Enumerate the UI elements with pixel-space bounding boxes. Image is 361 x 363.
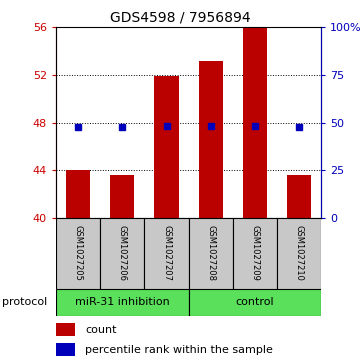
Bar	[56, 323, 74, 336]
Bar	[188, 289, 321, 316]
Bar	[233, 218, 277, 289]
Text: GSM1027210: GSM1027210	[295, 225, 304, 281]
Text: GSM1027206: GSM1027206	[118, 225, 127, 281]
Bar	[56, 343, 74, 356]
Bar	[66, 170, 90, 218]
Text: GSM1027205: GSM1027205	[74, 225, 83, 281]
Bar	[277, 218, 321, 289]
Text: GSM1027207: GSM1027207	[162, 225, 171, 281]
Text: percentile rank within the sample: percentile rank within the sample	[85, 345, 273, 355]
Bar	[100, 218, 144, 289]
Bar	[243, 28, 267, 218]
Text: count: count	[85, 325, 117, 335]
Bar	[188, 218, 233, 289]
Text: GDS4598 / 7956894: GDS4598 / 7956894	[110, 11, 251, 25]
Bar	[56, 218, 100, 289]
Text: GSM1027208: GSM1027208	[206, 225, 215, 281]
Text: miR-31 inhibition: miR-31 inhibition	[75, 297, 170, 307]
Text: protocol: protocol	[2, 297, 47, 307]
Text: control: control	[236, 297, 274, 307]
Text: GSM1027209: GSM1027209	[251, 225, 260, 281]
Bar	[56, 289, 188, 316]
Bar	[199, 61, 223, 218]
Bar	[110, 175, 134, 218]
Bar	[287, 175, 311, 218]
Bar	[144, 218, 188, 289]
Bar	[155, 76, 179, 218]
